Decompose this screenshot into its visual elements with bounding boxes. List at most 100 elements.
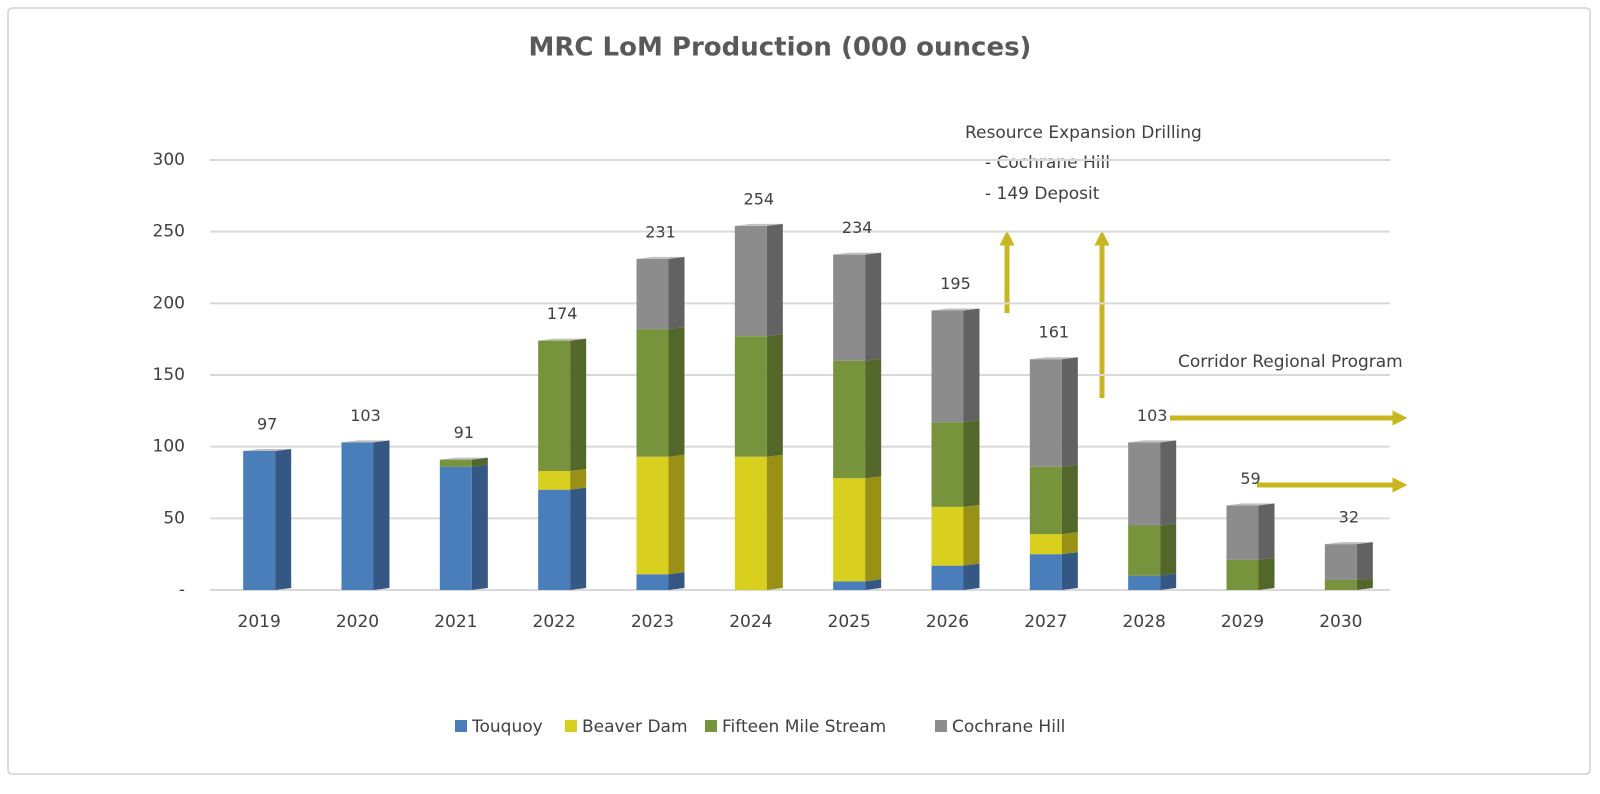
data-label: 195 — [940, 274, 971, 293]
y-tick-label: - — [179, 580, 185, 600]
bar-segment — [931, 565, 964, 590]
legend-swatch — [705, 720, 717, 732]
bar-side — [766, 223, 783, 337]
bar-segment — [931, 310, 964, 423]
bar-segment — [439, 466, 472, 590]
bar-segment — [833, 478, 866, 582]
bar-side — [275, 448, 292, 590]
bar-top — [538, 338, 587, 341]
bar-side — [1160, 440, 1177, 526]
bar-side — [1356, 577, 1373, 590]
bar-segment — [538, 489, 571, 590]
bar-segment — [734, 456, 767, 590]
bar-top — [734, 223, 783, 226]
data-label: 97 — [257, 414, 277, 433]
legend-swatch — [455, 720, 467, 732]
bar-segment — [636, 574, 669, 590]
bar-segment — [636, 456, 669, 575]
bar-segment — [734, 225, 767, 337]
bar-side — [766, 454, 783, 590]
bar-segment — [833, 254, 866, 361]
bar-segment — [1029, 466, 1062, 535]
bar-side — [1258, 503, 1275, 560]
data-label: 174 — [547, 304, 578, 323]
bar-segment — [931, 506, 964, 566]
bar-side — [373, 440, 390, 590]
bar-side — [1061, 357, 1078, 467]
bar-top — [636, 256, 685, 259]
annotation: - 149 Deposit — [985, 184, 1100, 204]
bar-side — [1061, 552, 1078, 590]
bar-segment — [1128, 525, 1161, 576]
bar-segment — [734, 336, 767, 457]
data-label: 254 — [744, 189, 775, 208]
arrows — [999, 230, 1408, 493]
bar-side — [570, 338, 587, 472]
annotation: - Cochrane Hill — [985, 153, 1110, 173]
data-label: 59 — [1240, 469, 1260, 488]
bar-side — [865, 476, 882, 582]
bar-segment — [1324, 544, 1357, 580]
x-tick-label: 2022 — [533, 612, 576, 632]
x-tick-label: 2024 — [729, 612, 772, 632]
bar-top — [1226, 503, 1275, 506]
x-tick-label: 2020 — [336, 612, 379, 632]
data-label: 231 — [645, 222, 676, 241]
bar-top — [1128, 440, 1177, 443]
bar-segment — [1226, 559, 1259, 590]
bar-segment — [538, 340, 571, 472]
data-label: 161 — [1039, 323, 1070, 342]
bar-side — [1160, 573, 1177, 590]
x-tick-label: 2019 — [238, 612, 281, 632]
bar-side — [471, 464, 488, 590]
y-tick-label: 150 — [153, 365, 185, 385]
data-label: 91 — [454, 423, 474, 442]
x-tick-label: 2029 — [1221, 612, 1264, 632]
bar-side — [668, 327, 685, 457]
bar-segment — [1029, 359, 1062, 467]
legend-label: Touquoy — [471, 717, 543, 737]
bar-side — [1258, 557, 1275, 590]
bar-top — [931, 308, 980, 311]
bar-top — [833, 252, 882, 255]
annotation: Resource Expansion Drilling — [965, 123, 1202, 143]
bar-side — [668, 454, 685, 575]
bar-side — [865, 579, 882, 590]
bar-segment — [1128, 442, 1161, 526]
x-tick-label: 2023 — [631, 612, 674, 632]
bar-top — [1324, 542, 1373, 545]
bar-segment — [439, 459, 472, 467]
bar-top — [439, 457, 488, 460]
legend-label: Fifteen Mile Stream — [722, 717, 886, 737]
bar-side — [1160, 523, 1177, 576]
x-tick-label: 2030 — [1319, 612, 1362, 632]
bar-side — [963, 563, 980, 590]
bar-segment — [833, 360, 866, 479]
bar-segment — [931, 422, 964, 507]
bar-side — [570, 469, 587, 490]
y-tick-label: 50 — [163, 508, 185, 528]
bar-side — [766, 334, 783, 457]
bar-top — [1029, 357, 1078, 360]
x-tick-label: 2028 — [1123, 612, 1166, 632]
bar-side — [1061, 532, 1078, 555]
bar-side — [668, 256, 685, 330]
data-label: 234 — [842, 218, 873, 237]
bar-segment — [1029, 534, 1062, 555]
legend-swatch — [565, 720, 577, 732]
annotation: Corridor Regional Program — [1178, 352, 1403, 372]
frame — [7, 7, 1591, 775]
bar-segment — [341, 442, 374, 590]
bar-segment — [1029, 554, 1062, 590]
legend-label: Beaver Dam — [582, 717, 688, 737]
legend-label: Cochrane Hill — [952, 717, 1065, 737]
bar-side — [865, 358, 882, 479]
y-tick-label: 100 — [153, 437, 185, 457]
bar-segment — [636, 258, 669, 330]
bar-segment — [833, 581, 866, 590]
x-tick-label: 2027 — [1024, 612, 1067, 632]
bar-segment — [243, 450, 276, 590]
x-tick-label: 2025 — [828, 612, 871, 632]
data-label: 103 — [1137, 406, 1168, 425]
bar-side — [963, 420, 980, 507]
